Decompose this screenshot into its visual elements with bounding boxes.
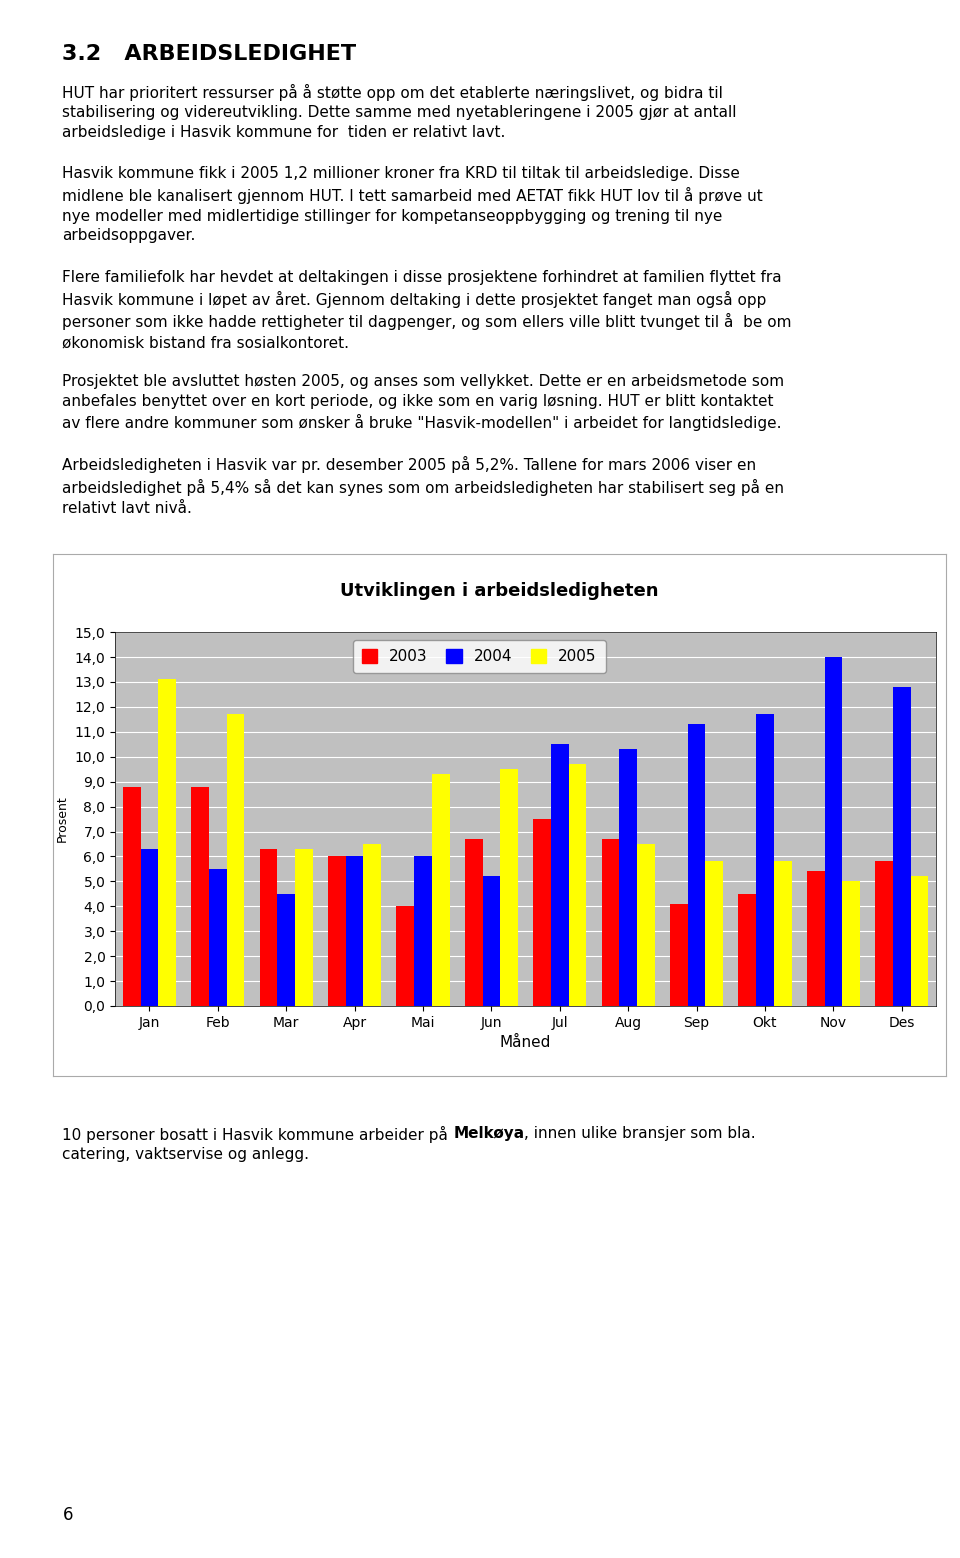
Bar [396, 907, 414, 1006]
Bar [568, 763, 587, 1006]
X-axis label: Måned: Måned [500, 1035, 551, 1050]
Text: Utviklingen i arbeidsledigheten: Utviklingen i arbeidsledigheten [340, 583, 659, 600]
Bar [687, 724, 706, 1006]
Bar [277, 894, 295, 1006]
Bar [140, 849, 158, 1006]
Bar [806, 871, 825, 1006]
Text: Arbeidsledigheten i Hasvik var pr. desember 2005 på 5,2%. Tallene for mars 2006 : Arbeidsledigheten i Hasvik var pr. desem… [62, 456, 784, 516]
Bar [876, 862, 893, 1006]
Bar [637, 844, 655, 1006]
Bar [706, 862, 723, 1006]
Bar [432, 774, 449, 1006]
Text: Flere familiefolk har hevdet at deltakingen i disse prosjektene forhindret at fa: Flere familiefolk har hevdet at deltakin… [62, 270, 792, 351]
Bar [414, 857, 432, 1006]
Bar [209, 869, 227, 1006]
Bar [670, 904, 687, 1006]
Bar [911, 876, 928, 1006]
Bar [123, 787, 140, 1006]
Bar [328, 857, 346, 1006]
Bar [346, 857, 364, 1006]
Bar [483, 876, 500, 1006]
Bar [227, 714, 245, 1006]
Bar [774, 862, 792, 1006]
Legend: 2003, 2004, 2005: 2003, 2004, 2005 [352, 640, 606, 673]
Bar [533, 820, 551, 1006]
Bar [465, 838, 483, 1006]
Bar [893, 687, 911, 1006]
Text: Prosjektet ble avsluttet høsten 2005, og anses som vellykket. Dette er en arbeid: Prosjektet ble avsluttet høsten 2005, og… [62, 374, 784, 432]
Bar [825, 657, 842, 1006]
Text: Hasvik kommune fikk i 2005 1,2 millioner kroner fra KRD til tiltak til arbeidsle: Hasvik kommune fikk i 2005 1,2 millioner… [62, 167, 763, 243]
Text: Melkøya: Melkøya [453, 1126, 524, 1140]
Y-axis label: Prosent: Prosent [56, 796, 69, 843]
Bar [191, 787, 209, 1006]
Bar [842, 882, 860, 1006]
Bar [158, 679, 176, 1006]
Text: catering, vaktservise og anlegg.: catering, vaktservise og anlegg. [62, 1147, 309, 1162]
Text: 10 personer bosatt i Hasvik kommune arbeider på: 10 personer bosatt i Hasvik kommune arbe… [62, 1126, 453, 1144]
Bar [619, 749, 637, 1006]
Bar [500, 770, 518, 1006]
Bar [295, 849, 313, 1006]
Bar [738, 894, 756, 1006]
Bar [602, 838, 619, 1006]
Text: 3.2   ARBEIDSLEDIGHET: 3.2 ARBEIDSLEDIGHET [62, 44, 356, 64]
Text: 6: 6 [62, 1505, 73, 1524]
Text: , innen ulike bransjer som bla.: , innen ulike bransjer som bla. [524, 1126, 756, 1140]
Bar [364, 844, 381, 1006]
Bar [756, 714, 774, 1006]
Bar [551, 745, 568, 1006]
Text: HUT har prioritert ressurser på å støtte opp om det etablerte næringslivet, og b: HUT har prioritert ressurser på å støtte… [62, 84, 737, 140]
Bar [259, 849, 277, 1006]
